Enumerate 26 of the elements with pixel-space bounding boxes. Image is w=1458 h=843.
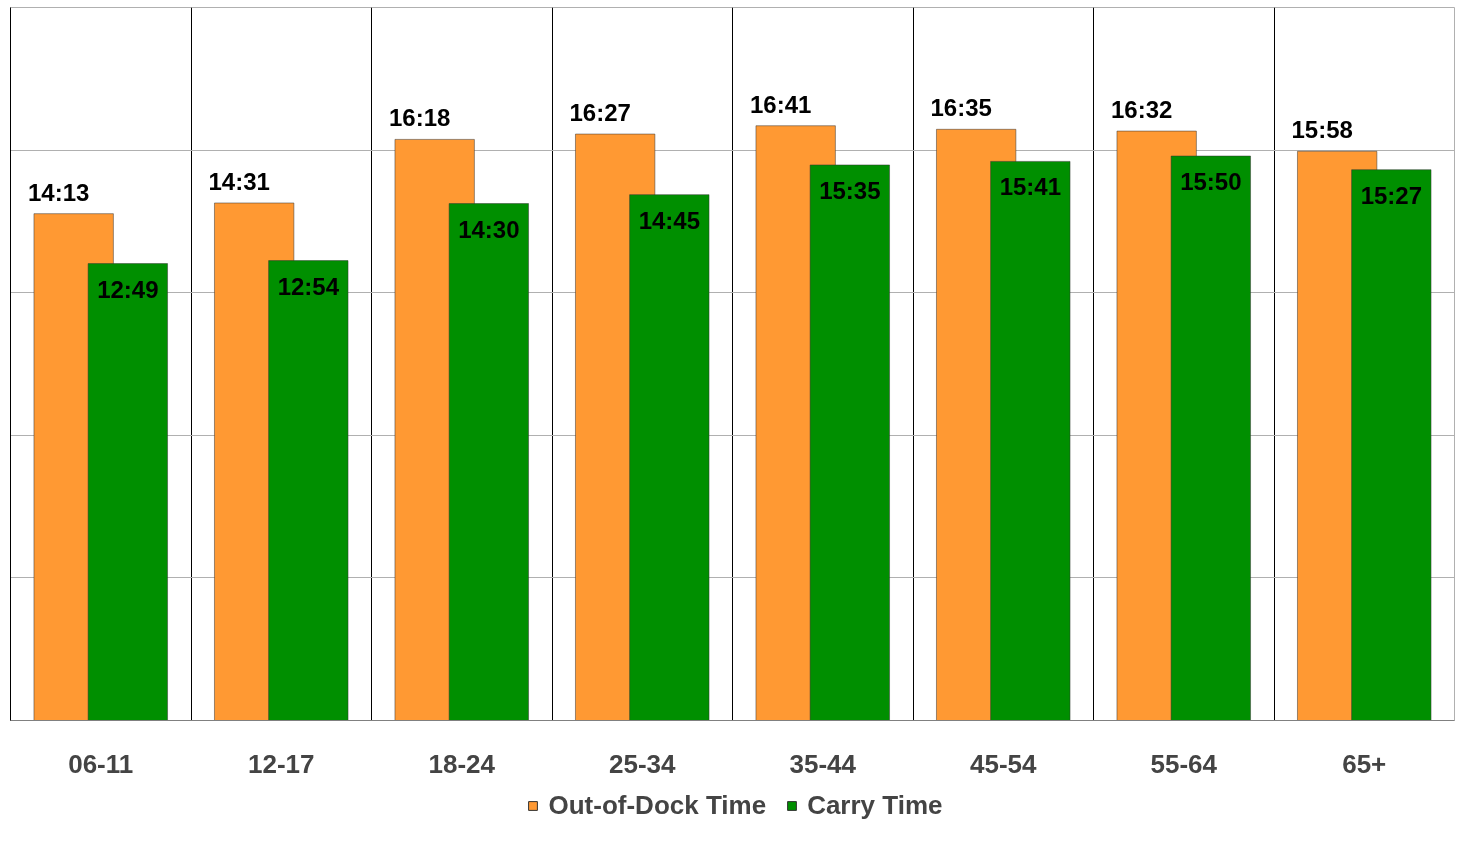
data-label: 15:27 (1360, 181, 1423, 209)
data-label: 16:41 (749, 90, 812, 118)
data-label: 16:32 (1110, 96, 1173, 124)
x-tick-label: 45-54 (970, 748, 1038, 779)
x-tick-label: 25-34 (609, 748, 677, 779)
x-tick-label: 35-44 (789, 748, 857, 779)
x-tick-label: 18-24 (428, 748, 496, 779)
x-tick-label: 12-17 (248, 748, 315, 779)
legend-label: Carry Time (807, 789, 943, 821)
x-tick-label: 06-11 (68, 748, 134, 779)
data-label: 16:35 (930, 94, 992, 122)
data-label: 15:58 (1291, 116, 1353, 144)
data-label: 14:45 (638, 206, 701, 234)
data-label: 12:49 (97, 275, 159, 303)
data-label: 15:35 (819, 176, 881, 204)
data-label: 16:18 (388, 104, 451, 132)
data-label: 12:54 (277, 272, 340, 300)
x-tick-label: 65+ (1342, 748, 1387, 779)
data-label: 14:30 (458, 215, 520, 243)
legend-label: Out-of-Dock Time (548, 789, 767, 821)
data-label: 14:13 (27, 178, 90, 206)
x-tick-label: 55-64 (1150, 748, 1218, 779)
data-label: 15:41 (999, 173, 1062, 201)
data-label: 15:50 (1180, 168, 1242, 196)
data-label: 14:31 (208, 167, 270, 195)
data-label: 16:27 (569, 99, 631, 127)
